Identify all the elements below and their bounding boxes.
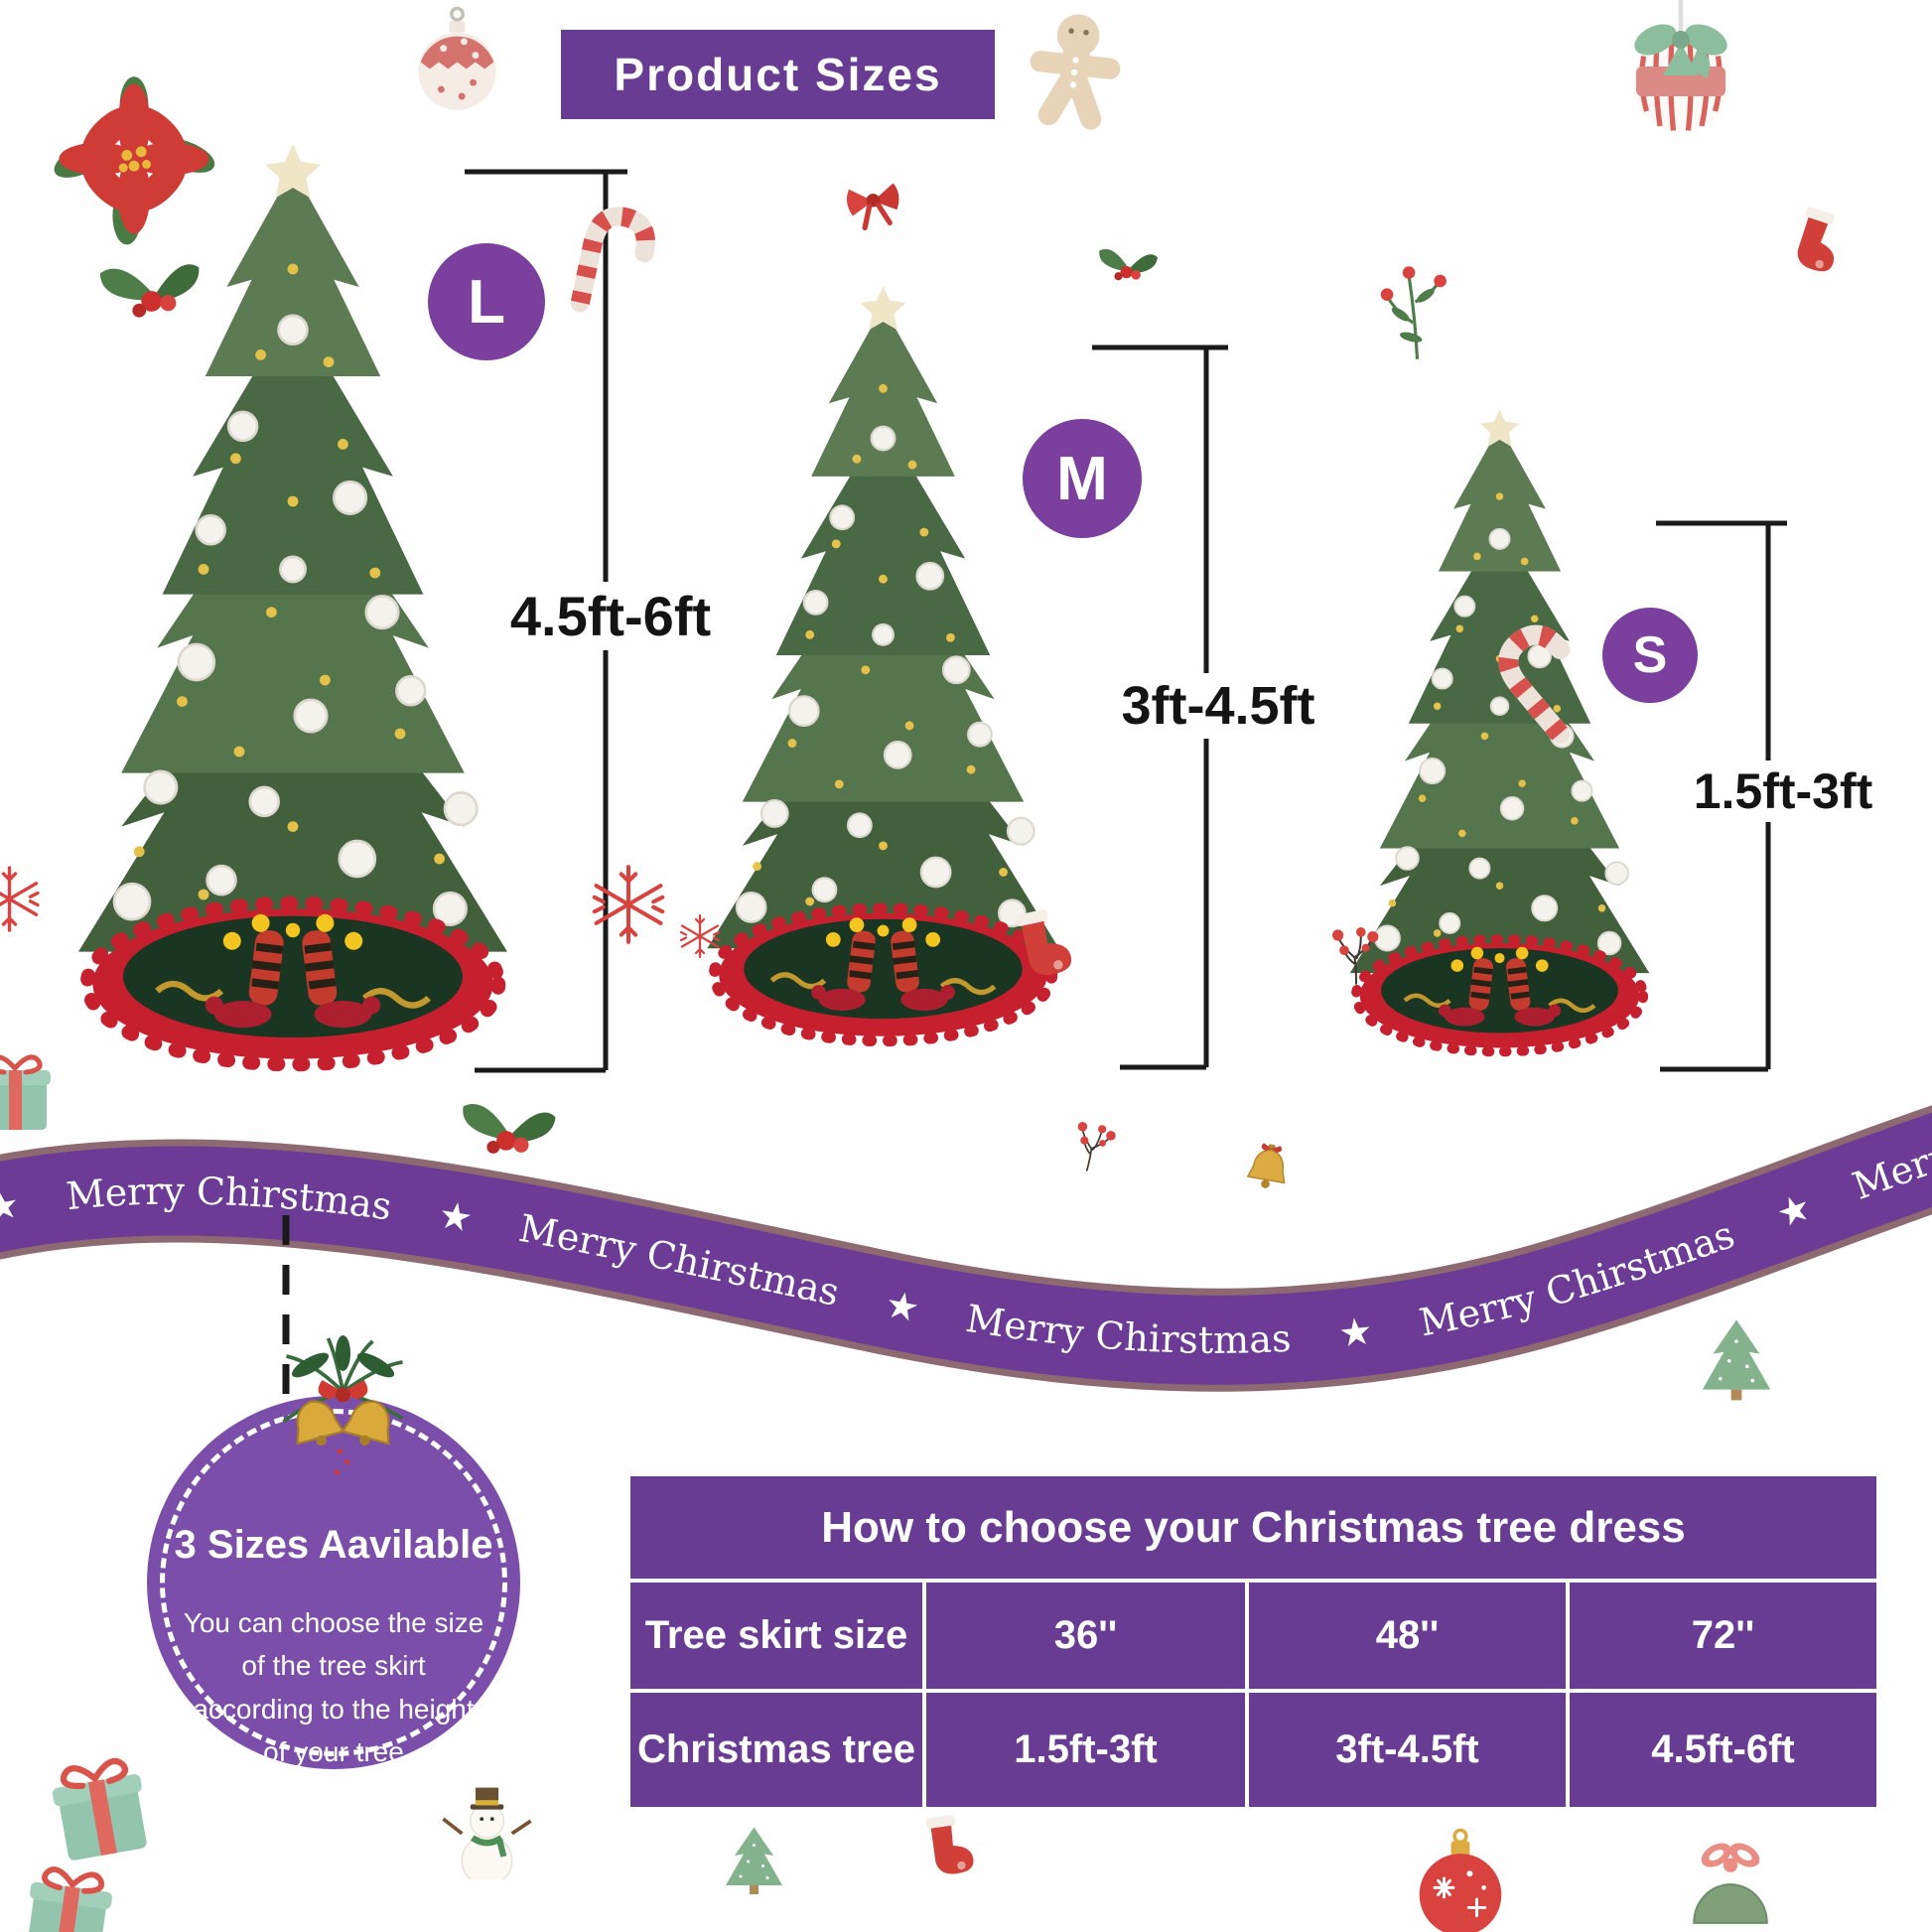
size-badge-medium: M <box>1023 419 1142 538</box>
height-range-large: 4.5ft-6ft <box>499 582 722 650</box>
size-letter: L <box>468 267 505 337</box>
table-row-label: Christmas tree <box>630 1693 922 1807</box>
snowman-icon <box>443 1788 530 1886</box>
info-badge-heading: 3 Sizes Aavilable <box>174 1523 493 1567</box>
table-row-label: Tree skirt size <box>630 1583 922 1689</box>
poinsettia-icon <box>49 76 219 245</box>
snowflake-icon <box>679 913 721 959</box>
dome-gift-icon <box>1693 1837 1768 1924</box>
table-body: Tree skirt size 36'' 48'' 72'' Christmas… <box>630 1583 1876 1807</box>
christmas-tree-small <box>1350 409 1650 1051</box>
candy-cane-icon <box>1497 624 1601 734</box>
size-table: How to choose your Christmas tree dress … <box>630 1476 1876 1807</box>
height-range-small: 1.5ft-3ft <box>1683 760 1883 822</box>
size-letter: S <box>1632 626 1668 684</box>
stocking-icon <box>1014 905 1074 980</box>
ornament-ball-icon <box>1417 1828 1504 1932</box>
table-cell: 3ft-4.5ft <box>1249 1693 1566 1807</box>
ribbon-border <box>0 1105 1932 1392</box>
tree-icon <box>726 1827 782 1894</box>
stocking-icon <box>1789 206 1848 276</box>
snowflake-icon <box>595 867 662 942</box>
berries-icon <box>1331 926 1380 986</box>
size-letter: M <box>1056 444 1108 513</box>
ribbon-banner <box>0 1112 1932 1385</box>
holly-icon <box>463 1104 556 1154</box>
size-badge-small: S <box>1602 608 1698 703</box>
table-cell: 72'' <box>1570 1583 1876 1689</box>
snowflake-icon <box>0 866 40 932</box>
berries-icon <box>1066 1118 1119 1177</box>
red-bow-icon <box>845 183 902 229</box>
bell-icon <box>1245 1140 1292 1192</box>
tree-icon <box>1702 1319 1771 1401</box>
bauble-ornament-icon <box>416 6 498 112</box>
table-cell: 36'' <box>926 1583 1245 1689</box>
info-badge: 3 Sizes Aavilable You can choose the siz… <box>147 1396 520 1769</box>
gift-box-icon <box>22 1866 115 1932</box>
hanging-ornament-icon <box>1629 0 1731 132</box>
holly-icon <box>1099 248 1158 281</box>
table-header: How to choose your Christmas tree dress <box>630 1476 1876 1579</box>
christmas-tree-medium <box>707 286 1058 1040</box>
size-badge-large: L <box>428 243 545 360</box>
gift-box-icon <box>49 1757 153 1863</box>
table-cell: 4.5ft-6ft <box>1570 1693 1876 1807</box>
holly-icon <box>99 253 207 324</box>
gift-box-icon <box>0 1057 51 1130</box>
stocking-icon <box>925 1812 976 1877</box>
info-badge-body: You can choose the size of the tree skir… <box>183 1607 484 1768</box>
table-cell: 1.5ft-3ft <box>926 1693 1245 1807</box>
candy-cane-icon <box>580 211 650 314</box>
table-cell: 48'' <box>1249 1583 1566 1689</box>
berry-sprig-icon <box>1379 264 1449 361</box>
height-range-medium: 3ft-4.5ft <box>1111 673 1325 739</box>
page-title: Product Sizes <box>561 30 995 119</box>
gingerbread-man-icon <box>1035 11 1115 120</box>
